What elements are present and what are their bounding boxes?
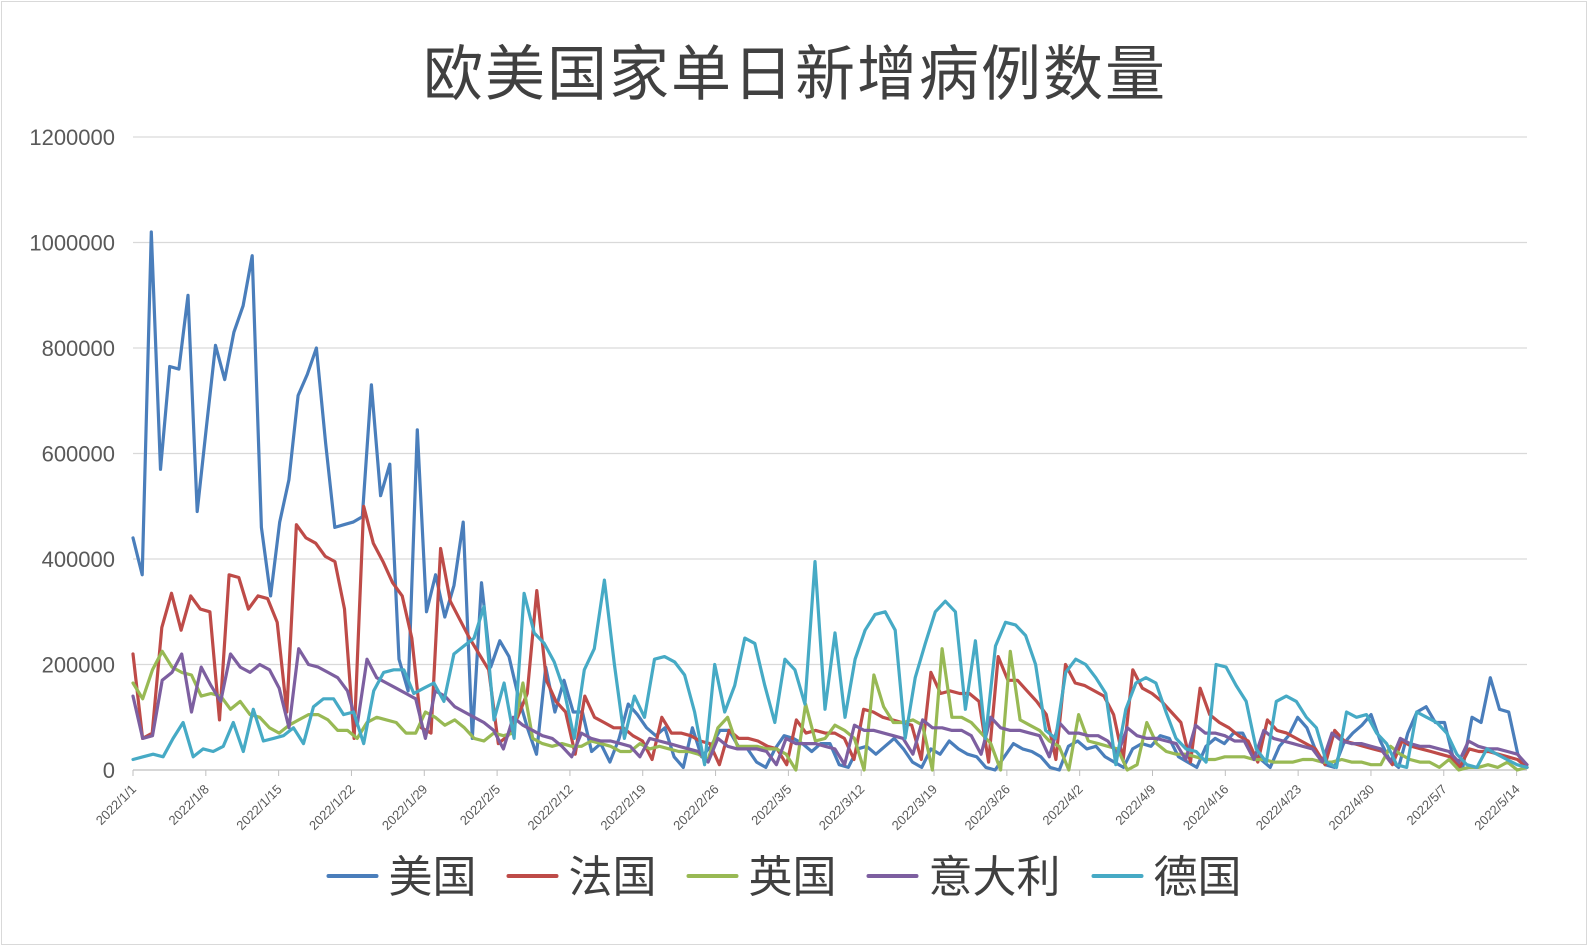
legend-label: 英国 — [749, 852, 837, 903]
y-tick-label: 1200000 — [29, 125, 115, 150]
series-lines — [131, 230, 1529, 772]
y-tick-label: 800000 — [42, 336, 115, 361]
x-tick-label: 2022/2/26 — [670, 782, 722, 834]
y-tick-label: 0 — [103, 758, 115, 783]
x-tick-label: 2022/1/8 — [166, 782, 212, 828]
y-tick-label: 600000 — [42, 442, 115, 467]
x-tick-label: 2022/4/9 — [1112, 782, 1158, 828]
x-tick-label: 2022/4/2 — [1039, 782, 1085, 828]
x-tick-label: 2022/2/5 — [457, 782, 503, 828]
series-line-5 — [131, 559, 1529, 770]
x-tick-label: 2022/4/30 — [1326, 782, 1378, 834]
legend-item-1: 美国 — [326, 852, 477, 903]
y-axis: 0 200000 400000 600000 800000 1000000 1200000 — [29, 125, 115, 783]
x-tick-label: 2022/4/16 — [1180, 782, 1232, 834]
y-tick-label: 200000 — [42, 653, 115, 678]
y-tick-label: 400000 — [42, 547, 115, 572]
x-axis: 2022/1/1 2022/1/8 2022/1/15 2022/1/22 2022/1… — [93, 770, 1523, 833]
legend-item-2: 法国 — [506, 852, 657, 903]
x-tick-label: 2022/3/26 — [961, 782, 1013, 834]
legend-item-4: 意大利 — [866, 852, 1061, 903]
x-tick-label: 2022/2/12 — [525, 782, 577, 834]
x-tick-label: 2022/3/12 — [816, 782, 868, 834]
x-tick-label: 2022/1/29 — [379, 782, 431, 834]
x-tick-label: 2022/1/15 — [233, 782, 285, 834]
x-tick-label: 2022/4/23 — [1253, 782, 1305, 834]
legend-label: 德国 — [1154, 852, 1242, 903]
series-line-4 — [131, 647, 1529, 767]
y-tick-label: 1000000 — [29, 231, 115, 256]
x-tick-label: 2022/1/22 — [306, 782, 358, 834]
x-tick-label: 2022/3/19 — [889, 782, 941, 834]
legend: 美国 法国 英国 意大利 德国 — [326, 852, 1242, 903]
x-tick-label: 2022/5/7 — [1404, 782, 1450, 828]
series-line-1 — [131, 230, 1529, 772]
x-tick-label: 2022/3/5 — [748, 782, 794, 828]
legend-label: 法国 — [569, 852, 657, 903]
legend-label: 意大利 — [929, 852, 1061, 903]
legend-item-3: 英国 — [686, 852, 837, 903]
legend-label: 美国 — [389, 852, 477, 903]
legend-item-5: 德国 — [1091, 852, 1242, 903]
chart-title: 欧美国家单日新增病例数量 — [423, 40, 1167, 110]
x-tick-label: 2022/5/14 — [1471, 782, 1523, 834]
x-tick-label: 2022/1/1 — [93, 782, 139, 828]
series-line-3 — [131, 647, 1529, 772]
x-tick-label: 2022/2/19 — [597, 782, 649, 834]
